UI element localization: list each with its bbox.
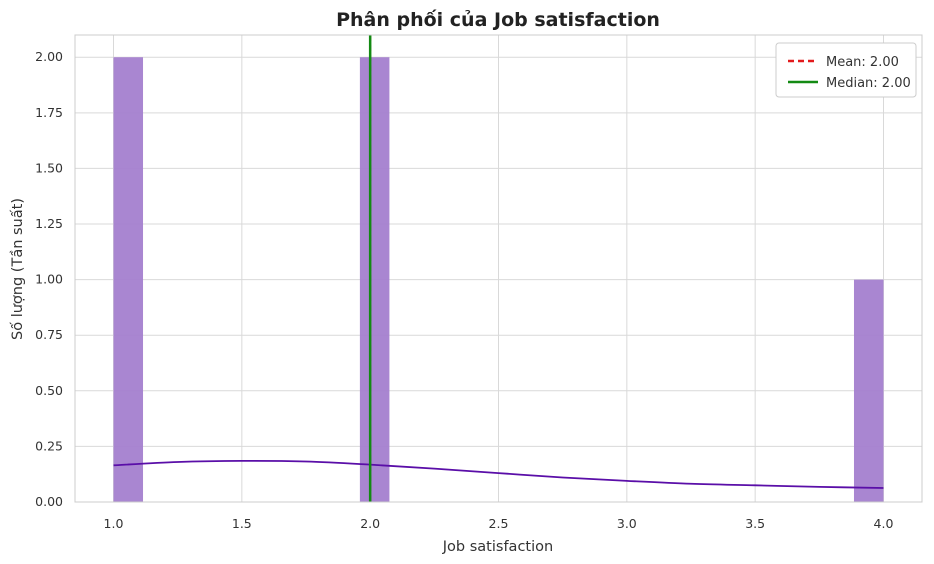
bars bbox=[113, 57, 884, 502]
y-tick-label-3: 0.75 bbox=[35, 327, 63, 342]
y-tick-label-7: 1.75 bbox=[35, 105, 63, 120]
x-tick-label-6: 4.0 bbox=[874, 516, 894, 531]
x-tick-label-3: 2.5 bbox=[489, 516, 509, 531]
y-tick-label-2: 0.50 bbox=[35, 383, 63, 398]
y-tick-label-1: 0.25 bbox=[35, 438, 63, 453]
histogram-bar-0 bbox=[113, 57, 144, 502]
x-tick-labels: 1.0 1.5 2.0 2.5 3.0 3.5 4.0 bbox=[104, 516, 894, 531]
x-tick-label-4: 3.0 bbox=[617, 516, 637, 531]
y-tick-label-8: 2.00 bbox=[35, 49, 63, 64]
x-axis-label: Job satisfaction bbox=[442, 539, 553, 555]
y-tick-label-4: 1.00 bbox=[35, 272, 63, 287]
legend: Mean: 2.00 Median: 2.00 bbox=[775, 42, 917, 98]
y-tick-labels: 0.00 0.25 0.50 0.75 1.00 1.25 1.50 1.75 2.00 bbox=[35, 49, 63, 509]
legend-box bbox=[775, 42, 917, 98]
kde-curve bbox=[113, 459, 884, 489]
x-tick-label-0: 1.0 bbox=[104, 516, 124, 531]
histogram-bar-2 bbox=[853, 279, 884, 502]
chart-title: Phân phối của Job satisfaction bbox=[336, 8, 660, 31]
y-tick-label-5: 1.25 bbox=[35, 216, 63, 231]
y-tick-label-6: 1.50 bbox=[35, 160, 63, 175]
x-tick-label-1: 1.5 bbox=[232, 516, 252, 531]
x-tick-label-2: 2.0 bbox=[360, 516, 380, 531]
y-axis-label: Số lượng (Tần suất) bbox=[9, 198, 26, 340]
legend-median-label: Median: 2.00 bbox=[826, 76, 911, 91]
grid bbox=[75, 35, 922, 503]
y-tick-label-0: 0.00 bbox=[35, 494, 63, 509]
plot-frame bbox=[74, 34, 923, 503]
histogram-bar-1 bbox=[359, 57, 390, 502]
kde-curve-group bbox=[113, 459, 884, 489]
legend-mean-label: Mean: 2.00 bbox=[826, 55, 899, 70]
x-tick-label-5: 3.5 bbox=[745, 516, 765, 531]
